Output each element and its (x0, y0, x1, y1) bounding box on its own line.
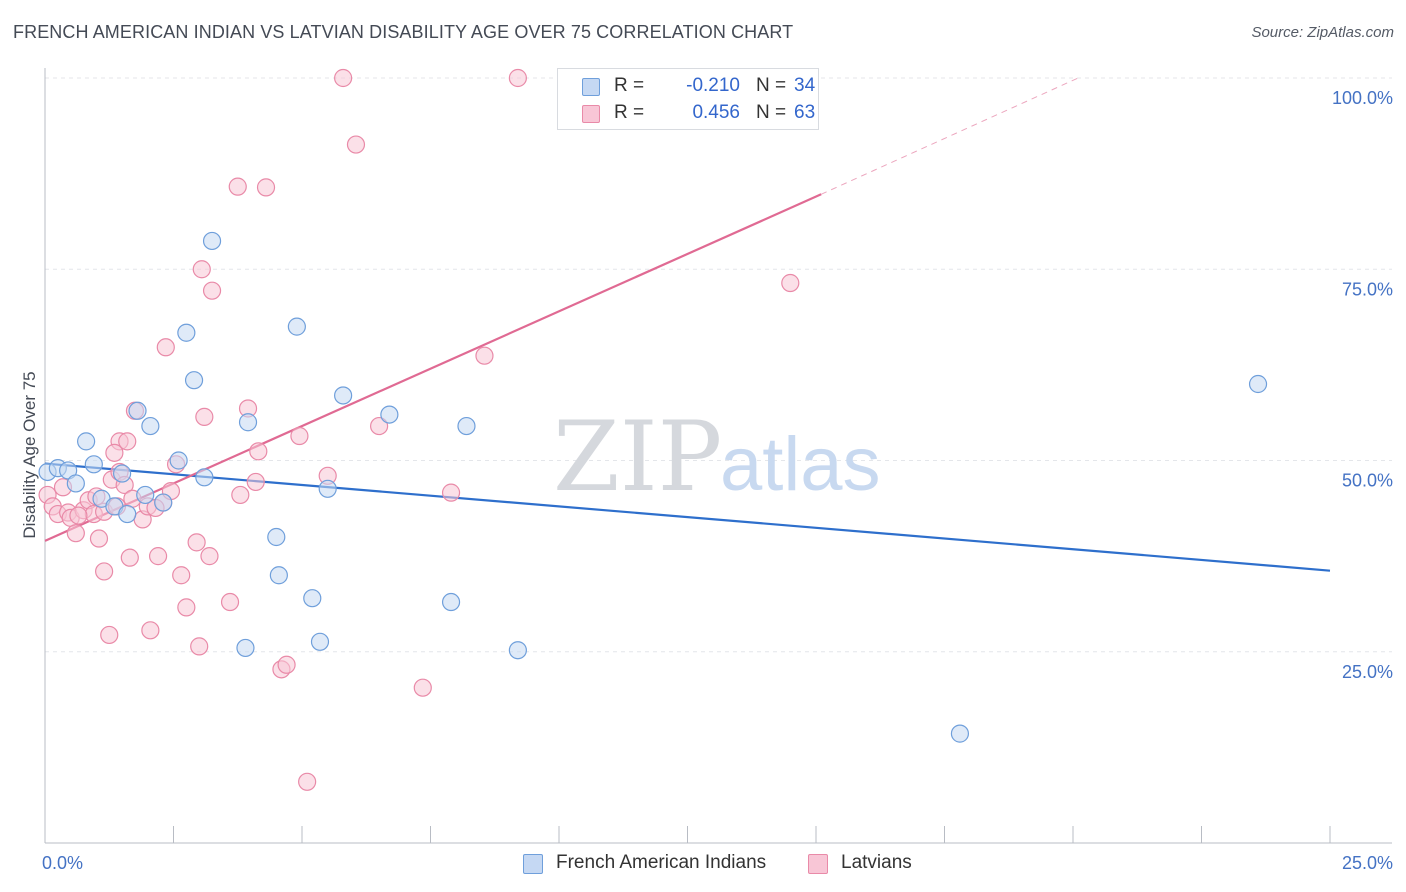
french-american-indians-point (184, 371, 204, 390)
y-tick-label: 75.0% (1342, 279, 1393, 299)
latvians-point (100, 625, 119, 645)
french-american-indians-point (334, 386, 353, 405)
latvians-point (228, 177, 247, 196)
french-american-indians-point (267, 527, 286, 547)
latvians-point (105, 443, 124, 462)
latvians-point (95, 562, 114, 581)
french-american-indians-point (141, 416, 160, 436)
french-american-indians-point (84, 455, 103, 474)
watermark: ZIP atlas (553, 401, 881, 513)
latvians-point (69, 506, 88, 525)
latvians-point (177, 598, 196, 617)
legend-r-value: -0.210 (686, 75, 740, 96)
legend-n-value: 63 (794, 102, 816, 123)
latvians-point (249, 442, 268, 461)
series-name: Latvians (841, 852, 912, 873)
latvians-point (202, 281, 222, 300)
french-american-indians-points (38, 231, 1268, 743)
latvians-point (120, 548, 139, 567)
french-american-indians-point (441, 592, 461, 612)
series-name: French American Indians (556, 852, 767, 873)
legend-n-label: N = (756, 102, 787, 123)
legend-swatch-blue (582, 78, 600, 96)
latvians-point (148, 547, 168, 566)
correlation-legend: R = -0.210 N = 34 R = 0.456 N = 63 (557, 68, 819, 130)
legend-r-value: 0.456 (692, 102, 740, 123)
latvians-trend-extension (820, 77, 1079, 195)
legend-r-label: R = (614, 102, 645, 123)
latvians-point (256, 178, 276, 197)
y-tick-label: 25.0% (1342, 662, 1393, 682)
chart-title: FRENCH AMERICAN INDIAN VS LATVIAN DISABI… (13, 22, 794, 42)
french-american-indians-point (318, 479, 337, 498)
french-american-indians-point (950, 724, 970, 743)
latvians-point (370, 416, 389, 436)
legend-n-value: 34 (794, 75, 816, 96)
latvians-point (298, 772, 317, 791)
french-american-indians-point (118, 504, 137, 524)
french-american-indians-point (177, 323, 196, 342)
french-american-indians-point (128, 401, 147, 420)
latvians-point (156, 338, 175, 357)
x-tick-labels: 0.0% 25.0% (42, 853, 1393, 873)
latvians-point (195, 407, 214, 426)
french-american-indians-point (236, 638, 255, 658)
latvians-point (200, 547, 219, 566)
y-tick-label: 100.0% (1332, 88, 1393, 108)
axes (44, 68, 1392, 844)
y-tick-label: 50.0% (1342, 471, 1393, 491)
latvians-point (192, 260, 211, 279)
latvians-point (231, 485, 250, 505)
latvians-point (346, 135, 366, 154)
latvians-point (413, 678, 432, 697)
latvians-point (334, 68, 353, 88)
french-american-indians-point (303, 589, 322, 608)
source-label: Source: ZipAtlas.com (1251, 24, 1394, 41)
latvians-point (66, 524, 85, 543)
legend-swatch-blue (523, 854, 543, 874)
latvians-point (89, 529, 109, 548)
french-american-indians-point (154, 493, 173, 512)
french-american-indians-point (380, 405, 399, 424)
grid (45, 77, 1392, 653)
x-tick-label: 0.0% (42, 853, 83, 873)
latvians-point (277, 655, 296, 674)
latvians-point (475, 346, 494, 365)
legend-swatch-pink (582, 105, 600, 123)
latvians-point (246, 472, 265, 492)
latvians-point (118, 432, 137, 451)
latvians-point (187, 533, 206, 552)
french-american-indians-point (136, 485, 155, 505)
french-american-indians-point (508, 641, 527, 660)
y-axis-label: Disability Age Over 75 (20, 371, 39, 538)
latvians-point (190, 637, 209, 656)
latvians-point (781, 273, 800, 293)
french-american-indians-point (169, 451, 188, 470)
legend-r-label: R = (614, 75, 645, 96)
latvians-point (508, 68, 527, 88)
latvians-point (172, 566, 191, 585)
legend-n-label: N = (756, 75, 787, 96)
watermark-zip: ZIP (553, 401, 722, 513)
french-american-indians-point (457, 416, 476, 436)
y-tick-labels: 25.0% 50.0% 75.0% 100.0% (1332, 88, 1393, 682)
french-american-indians-point (77, 432, 96, 451)
french-american-indians-point (287, 317, 306, 336)
latvians-point (220, 592, 240, 612)
latvians-point (441, 483, 461, 502)
latvians-point (290, 426, 309, 446)
french-american-indians-point (269, 566, 288, 585)
french-american-indians-point (202, 231, 222, 251)
french-american-indians-point (66, 474, 85, 493)
french-american-indians-point (238, 413, 258, 432)
french-american-indians-point (112, 464, 132, 483)
latvians-point (141, 621, 160, 640)
x-tick-label: 25.0% (1342, 853, 1393, 873)
french-american-indians-point (310, 632, 330, 651)
french-american-indians-point (195, 468, 214, 487)
french-american-indians-point (1248, 374, 1268, 394)
legend-swatch-pink (808, 854, 828, 874)
watermark-atlas: atlas (720, 422, 881, 507)
